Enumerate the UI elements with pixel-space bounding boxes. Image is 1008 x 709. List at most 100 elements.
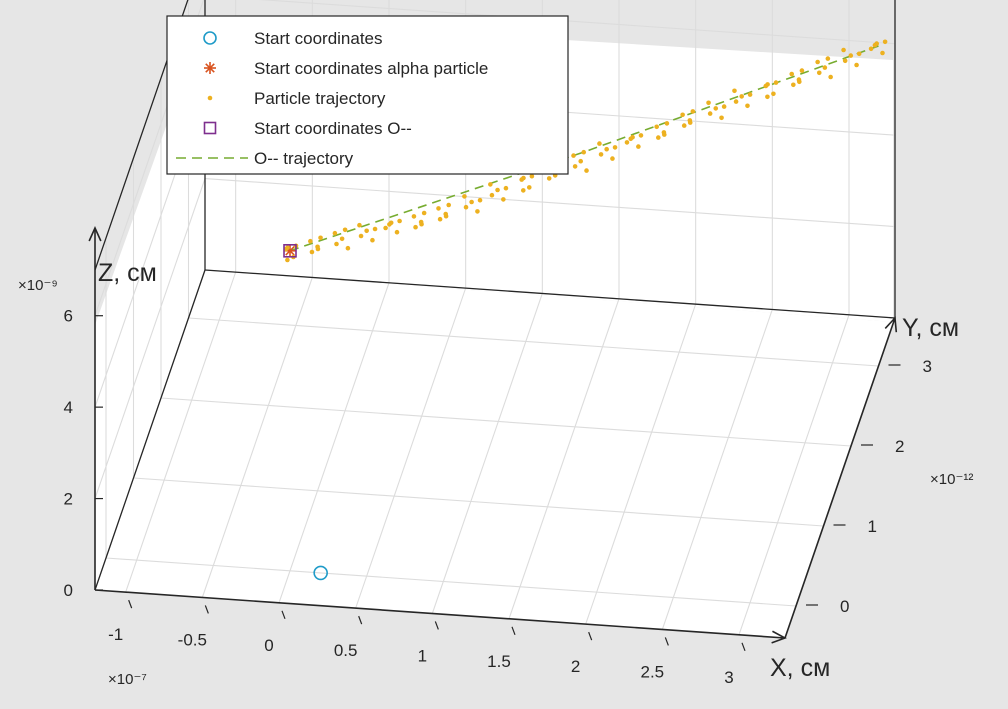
particle-trajectory-point bbox=[397, 218, 402, 224]
particle-trajectory-point bbox=[598, 152, 604, 157]
grid-line-floor-x bbox=[125, 271, 237, 593]
x-tick-label: -0.5 bbox=[178, 630, 207, 649]
x-exponent-label: ×10⁻⁷ bbox=[108, 671, 147, 688]
z-exponent-label: ×10⁻⁹ bbox=[18, 277, 58, 294]
particle-trajectory-point bbox=[411, 214, 417, 219]
particle-trajectory-point bbox=[318, 235, 323, 241]
particle-trajectory-point bbox=[488, 182, 493, 187]
particle-trajectory-point bbox=[421, 210, 427, 216]
particle-trajectory-point bbox=[856, 51, 862, 57]
particle-trajectory-point bbox=[656, 135, 661, 140]
grid-line-floor-x bbox=[738, 314, 850, 635]
x-tick-label: 1.5 bbox=[487, 652, 511, 671]
particle-trajectory-point bbox=[842, 58, 848, 64]
grid-line-floor-y bbox=[105, 557, 797, 607]
particle-trajectory-point bbox=[462, 194, 467, 199]
y-tick-label: 3 bbox=[923, 357, 932, 376]
particle-trajectory-point bbox=[345, 245, 351, 251]
x-tick-mark bbox=[664, 637, 669, 646]
y-axis-label: Y, см bbox=[902, 314, 959, 342]
x-tick-mark bbox=[511, 626, 516, 636]
z-axis-arrowhead bbox=[88, 226, 102, 242]
particle-trajectory-point bbox=[520, 188, 526, 193]
particle-trajectory-point bbox=[880, 50, 885, 56]
particle-trajectory-point bbox=[394, 229, 400, 235]
x-tick-label: 3 bbox=[724, 668, 733, 687]
particle-trajectory-point bbox=[815, 59, 820, 65]
legend-dot-icon bbox=[207, 95, 213, 101]
data-series bbox=[283, 39, 888, 581]
z-tick-label: 0 bbox=[64, 581, 73, 600]
particle-trajectory-point bbox=[773, 80, 779, 85]
legend-asterisk-icon bbox=[205, 63, 215, 73]
particle-trajectory-point bbox=[745, 103, 750, 109]
particle-trajectory-point bbox=[719, 115, 724, 121]
particle-trajectory-point bbox=[882, 39, 888, 45]
box-edge bbox=[94, 0, 189, 271]
particle-trajectory-point bbox=[872, 42, 878, 48]
particle-trajectory-point bbox=[733, 99, 739, 104]
particle-trajectory-point bbox=[822, 65, 828, 70]
x-axis bbox=[94, 589, 786, 639]
x-tick-mark bbox=[204, 605, 209, 614]
particle-trajectory-point bbox=[664, 121, 670, 126]
start-coordinates-o-marker bbox=[283, 244, 297, 258]
particle-trajectory-point bbox=[578, 158, 584, 164]
particle-trajectory-point bbox=[364, 228, 369, 234]
y-exponent-label: ×10⁻¹² bbox=[930, 471, 973, 488]
particle-trajectory-point bbox=[584, 168, 589, 173]
box-edge bbox=[94, 269, 206, 591]
plot-background bbox=[95, 270, 893, 638]
particle-trajectory-point bbox=[687, 120, 693, 125]
particle-trajectory-point bbox=[370, 237, 375, 243]
legend-square-icon bbox=[203, 121, 217, 135]
particle-trajectory-point bbox=[612, 145, 618, 150]
particle-trajectory-point bbox=[572, 164, 578, 169]
particle-trajectory-point bbox=[413, 224, 418, 230]
particle-trajectory-point bbox=[285, 257, 290, 263]
x-axis-label: X, см bbox=[770, 654, 830, 682]
particle-trajectory-point bbox=[636, 144, 641, 149]
particle-trajectory-point bbox=[308, 238, 313, 244]
grid-line-floor-y bbox=[160, 397, 852, 447]
particle-trajectory-point bbox=[791, 82, 796, 88]
particle-trajectory-point bbox=[463, 204, 469, 210]
grid-line-floor-x bbox=[585, 303, 697, 625]
z-tick-label: 6 bbox=[64, 307, 73, 326]
particle-trajectory-point bbox=[713, 106, 719, 111]
particle-trajectory-point bbox=[437, 216, 443, 222]
particle-trajectory-point bbox=[690, 109, 696, 114]
particle-trajectory-point bbox=[732, 88, 737, 94]
x-tick-label: -1 bbox=[108, 625, 123, 644]
particle-trajectory-point bbox=[581, 149, 587, 155]
particle-trajectory-point bbox=[848, 53, 854, 58]
particle-trajectory-point bbox=[519, 177, 524, 182]
particle-trajectory-point bbox=[841, 47, 846, 53]
particle-trajectory-point bbox=[358, 233, 364, 239]
particle-trajectory-point bbox=[546, 176, 552, 181]
z-axis-label: Z, см bbox=[98, 259, 157, 287]
particle-trajectory-point bbox=[475, 209, 480, 214]
particle-trajectory-point bbox=[503, 185, 509, 191]
particle-trajectory-point bbox=[681, 123, 687, 128]
particle-trajectory-point bbox=[854, 62, 859, 68]
grid-line-side-z bbox=[94, 178, 206, 499]
particle-trajectory-point bbox=[789, 71, 795, 77]
particle-trajectory-point bbox=[495, 187, 500, 193]
y-tick-label: 1 bbox=[868, 517, 877, 536]
particle-trajectory-point bbox=[597, 141, 602, 146]
particle-trajectory-point bbox=[529, 173, 535, 179]
particle-trajectory-point bbox=[469, 199, 474, 205]
particle-trajectory-point bbox=[706, 100, 711, 106]
particle-trajectory-point bbox=[610, 156, 615, 161]
particle-trajectory-point bbox=[739, 94, 744, 99]
x-tick-label: 2 bbox=[571, 657, 580, 676]
legend-entry-label: Start coordinates O-- bbox=[254, 119, 412, 138]
grid-line-floor-y bbox=[188, 317, 879, 367]
legend: Start coordinates Start coordinates alpha… bbox=[166, 15, 569, 175]
particle-trajectory-point bbox=[334, 241, 339, 247]
tick-labels: -1 -0.5 0 0.5 1 1.5 2 2.5 3 0 1 2 3 0 2 4 6 bbox=[64, 307, 932, 687]
grid-line-floor-x bbox=[508, 298, 620, 619]
grid-line-floor-x bbox=[201, 277, 313, 598]
